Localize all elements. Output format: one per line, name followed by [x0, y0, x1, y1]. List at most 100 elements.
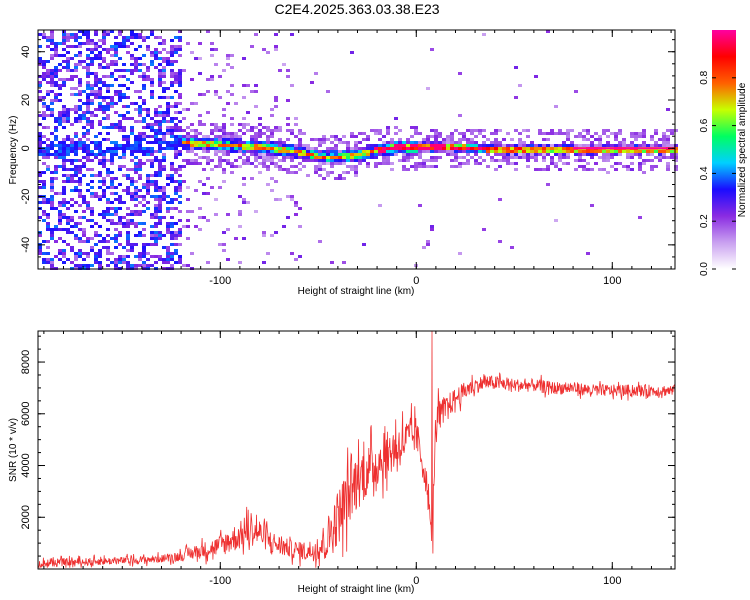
spectrogram-cell	[78, 228, 82, 231]
spectrogram-cell	[282, 168, 286, 171]
spectrogram-cell	[62, 213, 66, 216]
spectrogram-cell	[422, 159, 426, 162]
spectrogram-cell	[42, 126, 46, 129]
spectrogram-cell	[126, 249, 130, 252]
spectrogram-cell	[582, 129, 586, 132]
spectrogram-cell	[542, 144, 546, 147]
spectrogram-cell	[318, 141, 322, 144]
spectrogram-cell	[230, 123, 234, 126]
spectrogram-cell	[206, 192, 210, 195]
spectrogram-cell	[54, 240, 58, 243]
spectrogram-cell	[110, 153, 114, 156]
spectrogram-cell	[174, 45, 178, 48]
spectrogram-cell	[78, 222, 82, 225]
spectrogram-cell	[354, 156, 358, 159]
spectrogram-cell	[286, 216, 290, 219]
spectrogram-cell	[194, 129, 198, 132]
spectrogram-cell	[102, 96, 106, 99]
spectrogram-cell	[62, 180, 66, 183]
spectrogram-cell	[594, 153, 598, 156]
spectrogram-cell	[466, 162, 470, 165]
spectrogram-cell	[158, 216, 162, 219]
spectrogram-cell	[166, 120, 170, 123]
spectrogram-cell	[250, 144, 254, 147]
spectrogram-cell	[66, 159, 70, 162]
spectrogram-cell	[50, 141, 54, 144]
spectrogram-cell	[186, 210, 190, 213]
spectrogram-cell	[122, 225, 126, 228]
spectrogram-cell	[46, 108, 50, 111]
spectrogram-cell	[138, 36, 142, 39]
spectrogram-cell	[78, 240, 82, 243]
spectrogram-cell	[170, 126, 174, 129]
spectrogram-cell	[546, 165, 550, 168]
spectrogram-cell	[286, 129, 290, 132]
spectrogram-cell	[50, 114, 54, 117]
spectrogram-cell	[386, 141, 390, 144]
spectrogram-cell	[450, 150, 454, 153]
spectrogram-cell	[70, 57, 74, 60]
spectrogram-cell	[86, 201, 90, 204]
spectrogram-cell	[138, 111, 142, 114]
spectrogram-cell	[102, 42, 106, 45]
spectrogram-cell	[70, 189, 74, 192]
spectrogram-cell	[482, 228, 486, 231]
spectrogram-cell	[174, 180, 178, 183]
spectrogram-cell	[270, 177, 274, 180]
spectrogram-cell	[602, 168, 606, 171]
spectrogram-cell	[254, 153, 258, 156]
spectrogram-cell	[514, 144, 518, 147]
spectrogram-cell	[106, 258, 110, 261]
spectrogram-cell	[278, 168, 282, 171]
spectrogram-cell	[94, 42, 98, 45]
spectrogram-cell	[174, 90, 178, 93]
spectrogram-cell	[102, 117, 106, 120]
spectrogram-cell	[174, 141, 178, 144]
spectrogram-cell	[402, 168, 406, 171]
spectrogram-cell	[254, 141, 258, 144]
spectrogram-cell	[538, 132, 542, 135]
spectrogram-cell	[50, 207, 54, 210]
spectrogram-cell	[70, 150, 74, 153]
spectrogram-cell	[278, 198, 282, 201]
spectrogram-cell	[134, 135, 138, 138]
spectrogram-cell	[126, 213, 130, 216]
spectrogram-cell	[90, 48, 94, 51]
spectrogram-cell	[86, 66, 90, 69]
spectrogram-cell	[218, 159, 222, 162]
spectrogram-cell	[98, 105, 102, 108]
spectrogram-cell	[354, 147, 358, 150]
spectrogram-cell	[114, 237, 118, 240]
spectrogram-cell	[274, 231, 278, 234]
spectrogram-cell	[126, 222, 130, 225]
spectrogram-cell	[202, 93, 206, 96]
spectrogram-cell	[154, 237, 158, 240]
spectrogram-cell	[294, 150, 298, 153]
spectrogram-cell	[106, 90, 110, 93]
spectrogram-cell	[290, 165, 294, 168]
spectrogram-cell	[458, 144, 462, 147]
spectrogram-cell	[174, 156, 178, 159]
spectrogram-cell	[346, 141, 350, 144]
spectrogram-cell	[114, 93, 118, 96]
spectrogram-cell	[98, 186, 102, 189]
spectrogram-cell	[598, 141, 602, 144]
spectrogram-cell	[130, 198, 134, 201]
spectrogram-cell	[150, 96, 154, 99]
spectrogram-cell	[154, 210, 158, 213]
spectrogram-cell	[78, 144, 82, 147]
spectrogram-cell	[142, 210, 146, 213]
spectrogram-cell	[46, 150, 50, 153]
spectrogram-cell	[494, 150, 498, 153]
spectrogram-cell	[94, 81, 98, 84]
spectrogram-cell	[446, 147, 450, 150]
spectrogram-cell	[630, 132, 634, 135]
spectrogram-cell	[518, 153, 522, 156]
spectrogram-cell	[174, 168, 178, 171]
spectrogram-cell	[118, 129, 122, 132]
spectrogram-cell	[90, 141, 94, 144]
spectrogram-cell	[118, 123, 122, 126]
spectrogram-cell	[50, 234, 54, 237]
spectrogram-cell	[102, 108, 106, 111]
spectrogram-cell	[506, 147, 510, 150]
